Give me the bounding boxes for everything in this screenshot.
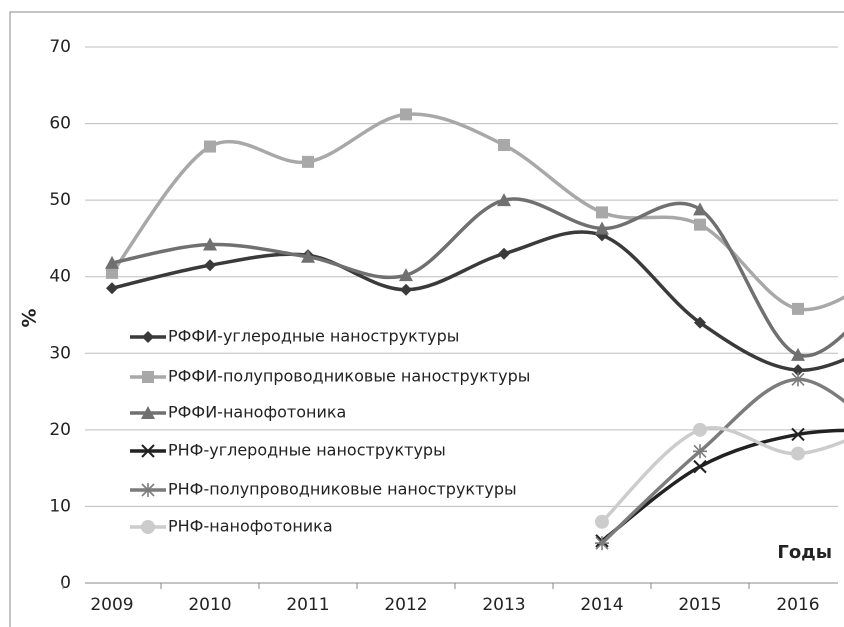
data-point <box>595 536 609 551</box>
x-tick-label: 2015 <box>678 595 721 615</box>
data-point <box>497 193 511 207</box>
data-point <box>204 140 216 153</box>
data-point <box>791 427 805 442</box>
data-point <box>400 283 412 296</box>
data-point <box>106 282 118 295</box>
y-tick-label: 50 <box>49 190 71 210</box>
legend-marker <box>141 483 155 497</box>
y-tick-label: 70 <box>49 37 71 57</box>
frame <box>9 11 844 627</box>
data-point <box>694 218 706 231</box>
data-point <box>595 514 609 529</box>
data-point <box>791 446 805 461</box>
legend-label: РНФ-полупроводниковые наноструктуры <box>168 480 517 499</box>
data-point <box>693 202 707 216</box>
data-point <box>791 372 805 387</box>
y-tick-label: 60 <box>49 114 71 134</box>
data-point <box>693 444 707 459</box>
legend-label: РНФ-нанофотоника <box>168 517 333 536</box>
series-line <box>600 426 844 524</box>
legend-label: РФФИ-углеродные наноструктуры <box>168 327 459 346</box>
data-point <box>301 249 315 263</box>
x-tick-label: 2014 <box>580 595 623 615</box>
series-line <box>600 428 844 543</box>
legend-label: РНФ-углеродные наноструктуры <box>168 441 446 460</box>
data-point <box>106 266 118 279</box>
y-tick-label: 0 <box>60 573 71 593</box>
x-axis-label: Годы <box>777 542 832 563</box>
data-point <box>498 139 510 152</box>
x-tick-label: 2013 <box>482 595 525 615</box>
x-tick-label: 2010 <box>188 595 231 615</box>
y-axis-label: % <box>19 308 41 327</box>
x-tick-label: 2012 <box>384 595 427 615</box>
y-tick-label: 20 <box>49 420 71 440</box>
legend-marker <box>142 371 154 383</box>
legend-marker <box>142 331 154 343</box>
legend-marker <box>141 406 155 419</box>
y-tick-label: 40 <box>49 267 71 287</box>
data-point <box>400 108 412 121</box>
legend-label: РФФИ-нанофотоника <box>168 403 346 422</box>
y-tick-label: 30 <box>49 343 71 363</box>
data-point <box>694 316 706 329</box>
data-point <box>693 459 707 474</box>
x-tick-label: 2009 <box>90 595 133 615</box>
series-line <box>600 377 844 545</box>
legend-marker <box>141 444 155 458</box>
x-tick-label: 2016 <box>776 595 819 615</box>
data-point <box>792 302 804 315</box>
legend-label: РФФИ-полупроводниковые наноструктуры <box>168 367 530 386</box>
data-point <box>203 237 217 251</box>
data-point <box>596 206 608 219</box>
data-point <box>498 247 510 260</box>
y-tick-label: 10 <box>49 496 71 516</box>
series-line <box>111 197 844 358</box>
series-line <box>110 112 844 312</box>
data-point <box>693 422 707 437</box>
data-point <box>302 155 314 168</box>
data-point <box>399 268 413 282</box>
data-point <box>204 259 216 272</box>
data-point <box>595 221 609 235</box>
data-point <box>105 255 119 269</box>
legend-marker <box>141 520 155 534</box>
data-point <box>792 364 804 377</box>
x-tick-label: 2011 <box>286 595 329 615</box>
data-point <box>791 347 805 361</box>
